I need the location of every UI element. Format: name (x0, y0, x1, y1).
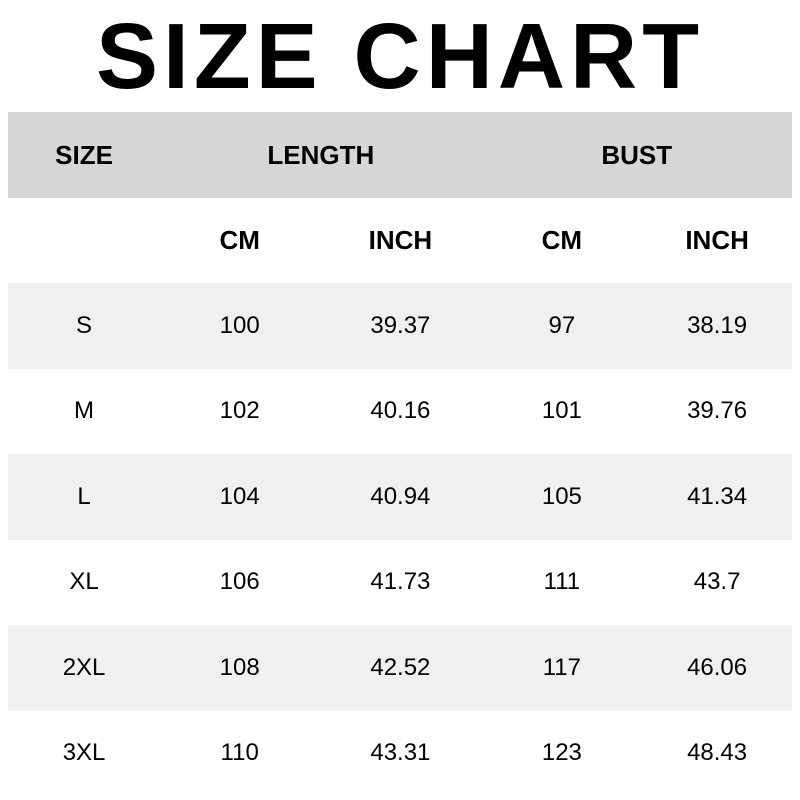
cell-bust-cm: 111 (543, 568, 581, 596)
page-title: SIZE CHART (96, 3, 704, 108)
cell-bust-inch: 41.34 (687, 482, 748, 510)
table-subheader-row: CM INCH CM INCH (8, 197, 792, 283)
cell-length-cm: 104 (219, 482, 260, 510)
cell-size: 3XL (62, 739, 106, 767)
cell-size: XL (69, 568, 99, 596)
cell-length-inch: 40.94 (370, 482, 431, 510)
cell-size: L (77, 482, 91, 510)
cell-bust-inch: 43.7 (693, 568, 741, 596)
cell-bust-inch: 38.19 (687, 311, 748, 339)
subheader-length-inch: INCH (368, 225, 433, 256)
table-row: 3XL 110 43.31 123 48.43 (8, 710, 792, 796)
cell-bust-cm: 97 (548, 311, 576, 339)
cell-size: S (76, 311, 93, 339)
column-group-bust: BUST (601, 139, 673, 170)
cell-bust-cm: 105 (541, 482, 582, 510)
table-row: L 104 40.94 105 41.34 (8, 454, 792, 540)
cell-length-cm: 110 (220, 739, 259, 767)
subheader-length-cm: CM (219, 225, 260, 256)
cell-length-inch: 39.37 (370, 311, 431, 339)
column-group-length: LENGTH (267, 139, 375, 170)
cell-length-cm: 108 (219, 653, 260, 681)
cell-length-cm: 106 (219, 568, 260, 596)
cell-size: M (74, 397, 95, 425)
cell-length-inch: 42.52 (370, 653, 431, 681)
cell-bust-cm: 123 (541, 739, 582, 767)
table-header-row: SIZE LENGTH BUST (8, 112, 792, 198)
cell-length-cm: 100 (219, 311, 260, 339)
table-row: 2XL 108 42.52 117 46.06 (8, 625, 792, 711)
cell-length-inch: 40.16 (370, 397, 431, 425)
table-row: M 102 40.16 101 39.76 (8, 368, 792, 454)
table-row: S 100 39.37 97 38.19 (8, 283, 792, 369)
table-body: S 100 39.37 97 38.19 M 102 40.16 101 39.… (8, 283, 792, 796)
cell-bust-inch: 48.43 (687, 739, 748, 767)
cell-length-cm: 102 (219, 397, 260, 425)
size-table: SIZE LENGTH BUST CM INCH CM INCH S 100 3… (8, 112, 792, 796)
cell-length-inch: 41.73 (370, 568, 431, 596)
cell-bust-inch: 39.76 (687, 397, 748, 425)
table-row: XL 106 41.73 111 43.7 (8, 539, 792, 625)
column-group-size: SIZE (55, 139, 113, 170)
cell-bust-inch: 46.06 (687, 653, 748, 681)
subheader-bust-cm: CM (541, 225, 583, 256)
cell-size: 2XL (62, 653, 106, 681)
cell-bust-cm: 101 (541, 397, 582, 425)
cell-length-inch: 43.31 (370, 739, 431, 767)
cell-bust-cm: 117 (542, 653, 581, 681)
subheader-bust-inch: INCH (685, 225, 749, 256)
